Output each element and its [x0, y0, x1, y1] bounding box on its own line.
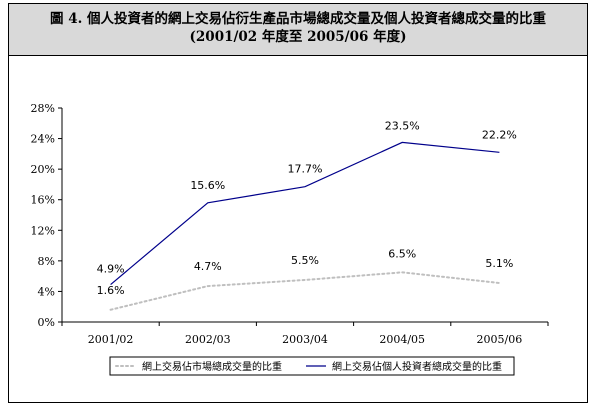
legend-label-1: 網上交易佔市場總成交量的比重: [142, 360, 282, 373]
x-tick-label: 2001/02: [88, 333, 134, 346]
data-label: 17.7%: [288, 163, 323, 176]
data-label: 23.5%: [385, 119, 420, 132]
y-tick-label: 28%: [31, 102, 55, 115]
data-label: 5.5%: [291, 254, 319, 267]
x-tick-label: 2002/03: [185, 333, 231, 346]
data-label: 5.1%: [485, 257, 513, 270]
chart-title: 圖 4. 個人投資者的網上交易佔衍生產品市場總成交量及個人投資者總成交量的比重: [50, 11, 546, 27]
data-label: 4.9%: [97, 263, 125, 276]
data-label: 15.6%: [190, 179, 225, 192]
x-tick-label: 2003/04: [282, 333, 328, 346]
chart-title-box: 圖 4. 個人投資者的網上交易佔衍生產品市場總成交量及個人投資者總成交量的比重 …: [9, 4, 587, 56]
y-tick-label: 0%: [38, 316, 55, 329]
y-tick-label: 20%: [31, 163, 55, 176]
y-tick-label: 12%: [31, 224, 55, 237]
series-line-2: [110, 141, 500, 286]
data-label: 6.5%: [388, 247, 416, 260]
data-label: 22.2%: [482, 128, 517, 141]
chart-subtitle: (2001/02 年度至 2005/06 年度): [189, 29, 407, 45]
data-label: 4.7%: [194, 260, 222, 273]
y-tick-label: 24%: [31, 133, 55, 146]
series-line-1: [109, 271, 501, 311]
y-tick-label: 4%: [38, 285, 55, 298]
x-tick-label: 2004/05: [379, 333, 425, 346]
y-tick-label: 8%: [38, 255, 55, 268]
legend-label-2: 網上交易佔個人投資者總成交量的比重: [332, 360, 502, 373]
x-tick-label: 2005/06: [477, 333, 523, 346]
y-tick-label: 16%: [31, 194, 55, 207]
data-label: 1.6%: [97, 284, 125, 297]
chart-frame: 圖 4. 個人投資者的網上交易佔衍生產品市場總成交量及個人投資者總成交量的比重 …: [8, 3, 588, 403]
